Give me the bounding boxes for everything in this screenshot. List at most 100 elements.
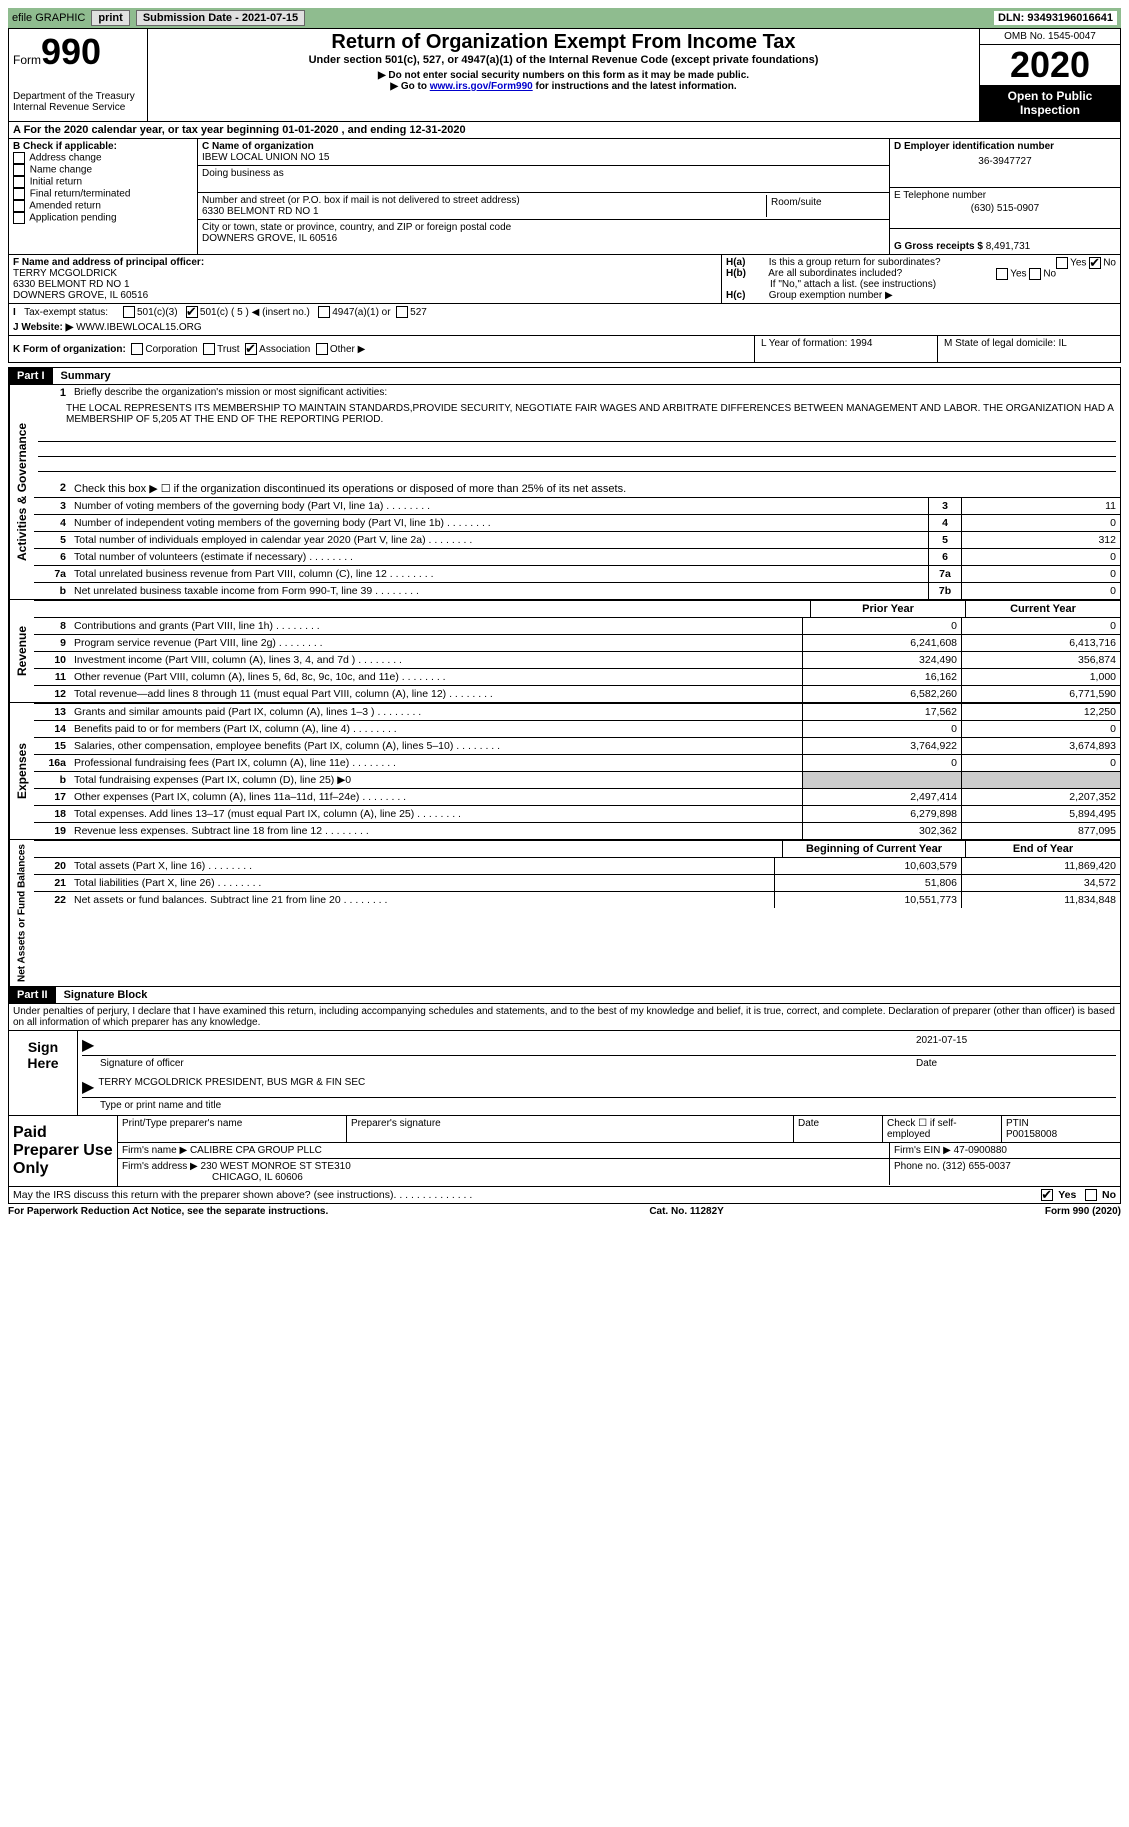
part2-title: Signature Block [56, 987, 156, 1003]
label-revenue: Revenue [9, 600, 34, 702]
sig-arrow1: ▶ [82, 1035, 94, 1055]
net-line-22: 22Net assets or fund balances. Subtract … [34, 891, 1120, 908]
check-amended[interactable] [13, 200, 25, 212]
check-527[interactable] [396, 306, 408, 318]
k-label: K Form of organization: [13, 344, 126, 355]
ptin-label: PTIN [1006, 1118, 1116, 1129]
check-assoc[interactable] [245, 343, 257, 355]
firm-ein-label: Firm's EIN ▶ [894, 1145, 951, 1156]
street: 6330 BELMONT RD NO 1 [202, 206, 766, 217]
label-netassets: Net Assets or Fund Balances [9, 840, 34, 986]
exp-line-16a: 16aProfessional fundraising fees (Part I… [34, 754, 1120, 771]
inspection2: Inspection [982, 103, 1118, 117]
sig-declare: Under penalties of perjury, I declare th… [9, 1004, 1120, 1030]
form-header: Form990 Department of the Treasury Inter… [8, 28, 1121, 122]
discuss-yes[interactable] [1041, 1189, 1053, 1201]
officer-title-label: Type or print name and title [82, 1100, 1116, 1111]
f-addr1: 6330 BELMONT RD NO 1 [13, 279, 717, 290]
sig-officer-label: Signature of officer [82, 1058, 916, 1069]
exp-line-b: bTotal fundraising expenses (Part IX, co… [34, 771, 1120, 788]
dln-label: DLN: 93493196016641 [994, 11, 1117, 25]
f-label: F Name and address of principal officer: [13, 257, 717, 268]
opt-name: Name change [30, 165, 92, 176]
tax-year: 2020 [980, 45, 1120, 85]
check-other[interactable] [316, 343, 328, 355]
opt-501c: 501(c) ( 5 ) ◀ (insert no.) [200, 307, 310, 318]
revenue-section: Revenue Prior Year Current Year 8Contrib… [8, 600, 1121, 703]
check-corp[interactable] [131, 343, 143, 355]
form-prefix: Form [13, 53, 41, 67]
form-note1: ▶ Do not enter social security numbers o… [150, 70, 977, 81]
opt-address: Address change [29, 153, 101, 164]
firm-addr-label: Firm's address ▶ [122, 1161, 198, 1172]
label-expenses: Expenses [9, 703, 34, 839]
net-line-21: 21Total liabilities (Part X, line 26)51,… [34, 874, 1120, 891]
mission-label: Briefly describe the organization's miss… [70, 385, 391, 401]
check-final[interactable] [13, 188, 25, 200]
exp-line-18: 18Total expenses. Add lines 13–17 (must … [34, 805, 1120, 822]
begin-year-header: Beginning of Current Year [782, 841, 965, 857]
exp-line-13: 13Grants and similar amounts paid (Part … [34, 703, 1120, 720]
prep-phone: (312) 655-0037 [942, 1161, 1010, 1172]
footer-left: For Paperwork Reduction Act Notice, see … [8, 1206, 328, 1217]
no-label: No [1102, 1189, 1116, 1201]
label-ag: Activities & Governance [9, 385, 34, 599]
hb-text: Are all subordinates included? [768, 268, 902, 279]
note2-post: for instructions and the latest informat… [533, 81, 737, 92]
check-501c[interactable] [186, 306, 198, 318]
ha-no[interactable] [1089, 257, 1101, 269]
rev-line-8: 8Contributions and grants (Part VIII, li… [34, 617, 1120, 634]
prior-year-header: Prior Year [810, 601, 965, 617]
opt-assoc: Association [259, 344, 310, 355]
hb-no[interactable] [1029, 268, 1041, 280]
top-bar: efile GRAPHIC print Submission Date - 20… [8, 8, 1121, 28]
ag-line-6: 6Total number of volunteers (estimate if… [34, 548, 1120, 565]
ha-yes[interactable] [1056, 257, 1068, 269]
ptin: P00158008 [1006, 1129, 1116, 1140]
check-4947[interactable] [318, 306, 330, 318]
check-initial[interactable] [13, 176, 25, 188]
check-trust[interactable] [203, 343, 215, 355]
paid-preparer-label: Paid Preparer Use Only [9, 1116, 118, 1186]
part1-header: Part I [9, 368, 53, 384]
sig-arrow2: ▶ [82, 1077, 94, 1097]
city: DOWNERS GROVE, IL 60516 [202, 233, 885, 244]
gross: 8,491,731 [986, 241, 1031, 252]
exp-line-14: 14Benefits paid to or for members (Part … [34, 720, 1120, 737]
date-label: Date [916, 1058, 1116, 1069]
mission-line1 [38, 429, 1116, 442]
check-address[interactable] [13, 152, 25, 164]
check-501c3[interactable] [123, 306, 135, 318]
footer: For Paperwork Reduction Act Notice, see … [8, 1204, 1121, 1219]
f-addr2: DOWNERS GROVE, IL 60516 [13, 290, 717, 301]
omb-number: OMB No. 1545-0047 [980, 29, 1120, 45]
part1-title: Summary [53, 368, 119, 384]
footer-mid: Cat. No. 11282Y [649, 1206, 723, 1217]
check-pending[interactable] [13, 212, 25, 224]
street-label: Number and street (or P.O. box if mail i… [202, 195, 766, 206]
check-name[interactable] [13, 164, 25, 176]
submission-date: Submission Date - 2021-07-15 [136, 10, 305, 26]
form990-link[interactable]: www.irs.gov/Form990 [430, 81, 533, 92]
discuss-dots [394, 1189, 473, 1201]
section-a: A For the 2020 calendar year, or tax yea… [8, 122, 1121, 139]
netassets-section: Net Assets or Fund Balances Beginning of… [8, 840, 1121, 987]
opt-527: 527 [410, 307, 427, 318]
rev-line-9: 9Program service revenue (Part VIII, lin… [34, 634, 1120, 651]
mission-line2 [38, 444, 1116, 457]
exp-line-15: 15Salaries, other compensation, employee… [34, 737, 1120, 754]
opt-4947: 4947(a)(1) or [332, 307, 390, 318]
print-button[interactable]: print [91, 10, 129, 26]
ha-text: Is this a group return for subordinates? [769, 257, 941, 268]
hb-yes[interactable] [996, 268, 1008, 280]
prep-phone-label: Phone no. [894, 1161, 940, 1172]
signature-section: Under penalties of perjury, I declare th… [8, 1004, 1121, 1187]
hc-text: Group exemption number ▶ [769, 290, 893, 301]
form-subtitle: Under section 501(c), 527, or 4947(a)(1)… [150, 54, 977, 66]
org-name: IBEW LOCAL UNION NO 15 [202, 152, 885, 163]
footer-right: Form 990 (2020) [1045, 1206, 1121, 1217]
prep-sig-label: Preparer's signature [347, 1116, 794, 1142]
discuss-no[interactable] [1085, 1189, 1097, 1201]
efile-label: efile GRAPHIC [12, 12, 85, 24]
dept-treasury: Department of the Treasury [13, 91, 143, 102]
